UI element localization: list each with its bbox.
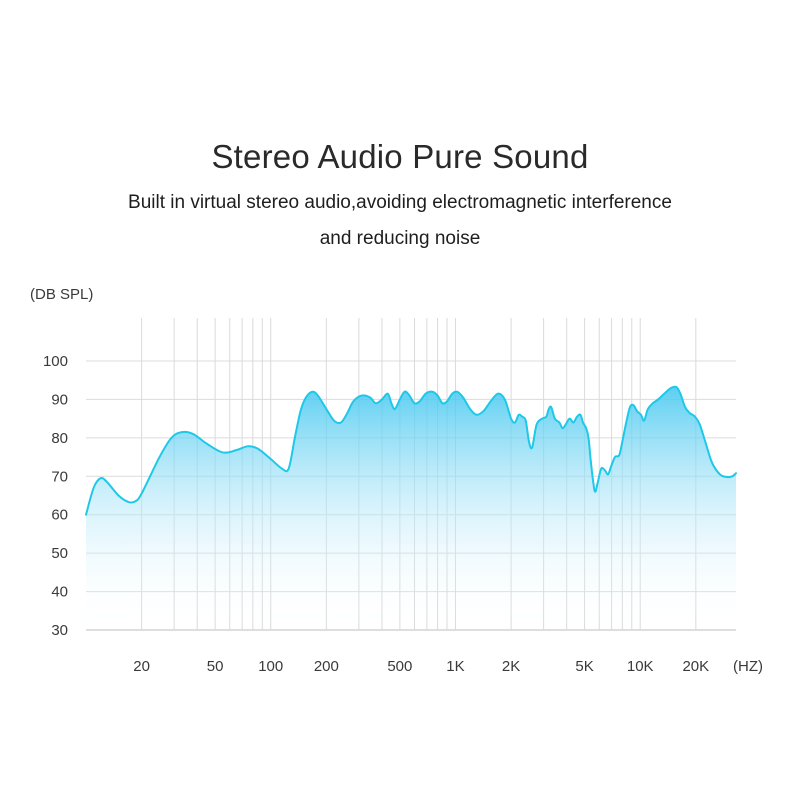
x-tick-label: 200 xyxy=(314,658,339,675)
series-area-fill xyxy=(86,386,736,630)
y-tick-label: 30 xyxy=(51,622,68,639)
y-tick-label: 70 xyxy=(51,468,68,485)
x-tick-label: 500 xyxy=(387,658,412,675)
subtitle-line-2: and reducing noise xyxy=(319,228,481,249)
y-tick-label: 50 xyxy=(51,545,68,562)
series-line-group xyxy=(85,385,737,516)
y-tick-label: 80 xyxy=(51,430,68,447)
axis-labels: (DB SPL) (HZ) 30 40 50 60 70 80 90 100 20 50 100 20… xyxy=(30,286,763,675)
area-fill-group xyxy=(86,386,736,630)
y-tick-label: 90 xyxy=(51,391,68,408)
x-tick-label: 1K xyxy=(446,658,464,675)
x-tick-label: 20 xyxy=(133,658,150,675)
series-line xyxy=(85,385,737,516)
page-title: Stereo Audio Pure Sound xyxy=(211,138,589,175)
x-tick-label: 10K xyxy=(627,658,654,675)
y-tick-label: 40 xyxy=(51,584,68,601)
x-tick-label: 20K xyxy=(682,658,709,675)
y-axis-label: (DB SPL) xyxy=(30,286,93,303)
y-tick-label: 100 xyxy=(43,353,68,370)
x-tick-label: 100 xyxy=(258,658,283,675)
subtitle-line-1: Built in virtual stereo audio,avoiding e… xyxy=(128,192,672,213)
y-tick-label: 60 xyxy=(51,507,68,524)
x-axis-label: (HZ) xyxy=(733,658,763,675)
x-tick-label: 2K xyxy=(502,658,520,675)
x-tick-label: 5K xyxy=(575,658,593,675)
x-tick-label: 50 xyxy=(207,658,224,675)
